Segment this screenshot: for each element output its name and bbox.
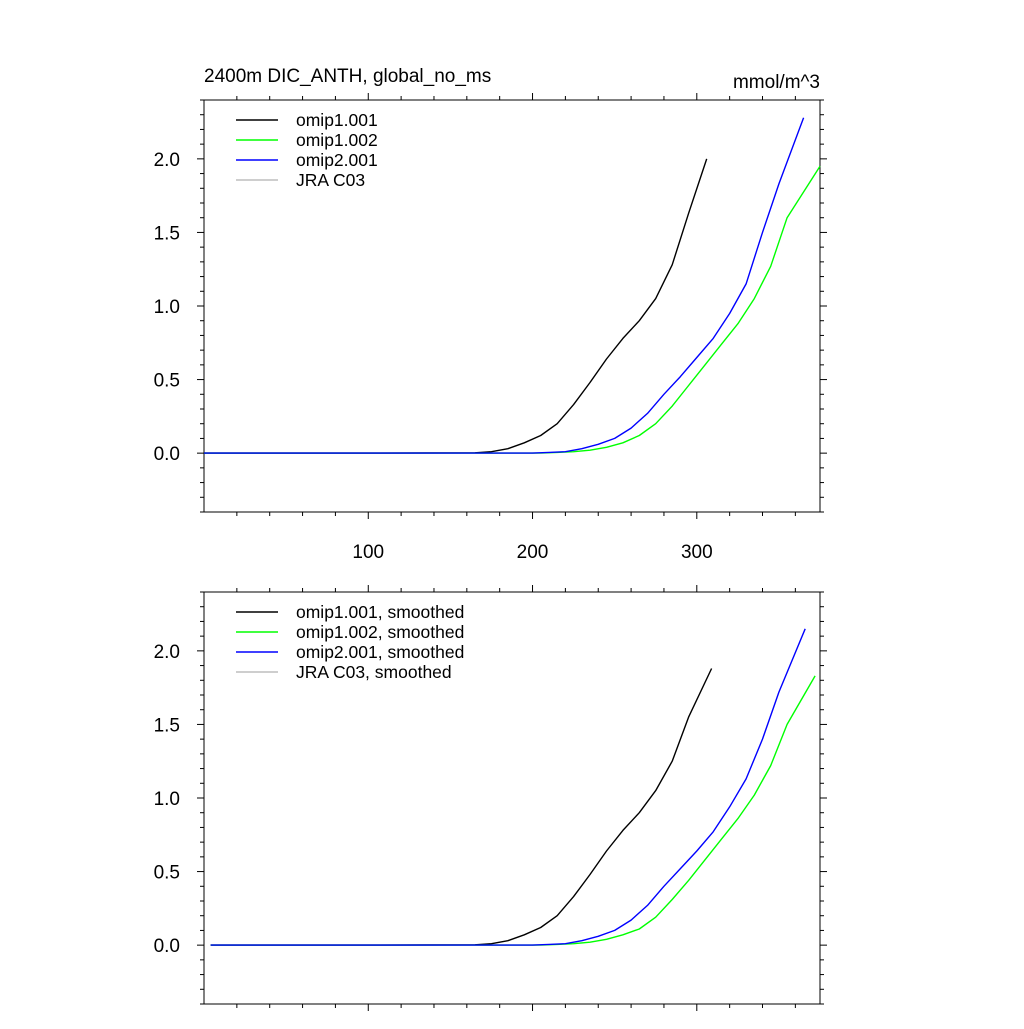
chart-title: 2400m DIC_ANTH, global_no_ms — [204, 66, 491, 87]
y-axis-labels: 0.0 0.5 1.0 1.5 2.0 — [154, 150, 180, 465]
y-tick-label: 0.5 — [154, 371, 180, 392]
y-tick-label: 1.5 — [154, 715, 180, 736]
x-tick-label: 100 — [352, 542, 384, 563]
legend-label-omip2-001-smoothed: omip2.001, smoothed — [296, 642, 464, 662]
legend: omip1.001, smoothed omip1.002, smoothed … — [236, 602, 464, 682]
units-label: mmol/m^3 — [733, 72, 820, 93]
data-series — [210, 628, 816, 946]
legend-label-omip1-001: omip1.001 — [296, 110, 378, 130]
data-series — [204, 117, 821, 454]
y-tick-label: 0.0 — [154, 936, 180, 957]
series-line-omip1-001-smoothed — [210, 668, 713, 946]
top-panel: 2400m DIC_ANTH, global_no_ms mmol/m^3 0.… — [154, 66, 827, 563]
x-tick-label: 200 — [517, 542, 549, 563]
series-line-omip1-002-smoothed — [210, 675, 816, 946]
legend-label-omip1-002: omip1.002 — [296, 130, 378, 150]
x-tick-label: 300 — [681, 542, 713, 563]
bottom-panel: 0.0 0.5 1.0 1.5 2.0 omip1.001, smoothed … — [154, 585, 827, 1011]
legend: omip1.001 omip1.002 omip2.001 JRA C03 — [236, 110, 378, 190]
legend-label-omip2-001: omip2.001 — [296, 150, 378, 170]
y-tick-label: 1.0 — [154, 789, 180, 810]
y-tick-label: 2.0 — [154, 150, 180, 171]
series-line-omip2-001-smoothed — [210, 628, 806, 946]
series-line-omip1-001 — [204, 158, 708, 454]
y-tick-label: 0.0 — [154, 444, 180, 465]
axis-ticks — [197, 585, 827, 1011]
legend-label-omip1-001-smoothed: omip1.001, smoothed — [296, 602, 464, 622]
legend-label-omip1-002-smoothed: omip1.002, smoothed — [296, 622, 464, 642]
y-tick-label: 1.0 — [154, 297, 180, 318]
y-axis-labels: 0.0 0.5 1.0 1.5 2.0 — [154, 642, 180, 957]
series-line-omip2-001 — [204, 117, 805, 454]
y-tick-label: 0.5 — [154, 863, 180, 884]
x-axis-labels: 100 200 300 — [352, 542, 712, 563]
y-tick-label: 1.5 — [154, 223, 180, 244]
legend-label-jra-c03: JRA C03 — [296, 170, 365, 190]
axis-ticks — [197, 93, 827, 519]
legend-label-jra-c03-smoothed: JRA C03, smoothed — [296, 662, 452, 682]
series-line-omip1-002 — [204, 165, 821, 454]
y-tick-label: 2.0 — [154, 642, 180, 663]
